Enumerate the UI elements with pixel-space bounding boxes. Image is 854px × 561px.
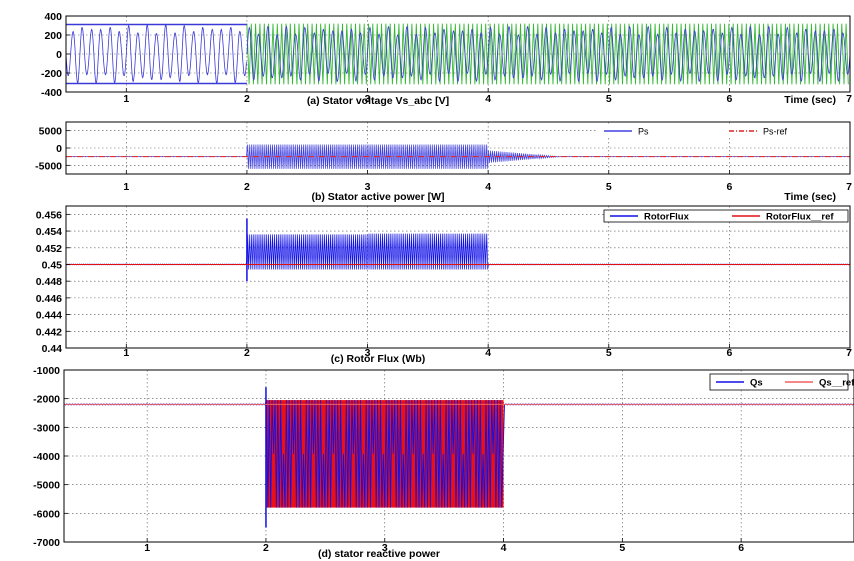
legend-box (603, 209, 849, 223)
y-tick-label: 0.448 (36, 276, 62, 288)
legend-box (598, 124, 848, 138)
series-group (66, 144, 850, 169)
x-tick-label: 3 (365, 347, 371, 359)
y-tick-label: -4000 (33, 451, 60, 463)
legend-box (709, 373, 849, 391)
series-line-green (246, 23, 849, 85)
legend: Qs Qs__ref (709, 373, 854, 391)
panel-d: -1000 -2000 -3000 -4000 -5000 -6000 -7000 1 2 3 4 5… (33, 365, 854, 560)
y-tick-label: 0.454 (36, 226, 62, 238)
plot-frame (65, 205, 851, 349)
panel-b: 5000 0 -5000 1 2 3 4 5 6 7 (b) Stator active power… (35, 121, 852, 203)
y-tick-label: 0.446 (36, 293, 62, 305)
x-tick-label: 6 (726, 93, 732, 105)
x-tick-label: 3 (382, 542, 388, 554)
series-group (66, 218, 850, 282)
x-tick-label: 6 (738, 542, 744, 554)
legend-label: Qs__ref (819, 378, 854, 389)
x-tick-label: 5 (606, 347, 612, 359)
y-tick-label: 200 (44, 30, 62, 42)
x-tick-label: 3 (365, 93, 371, 105)
x-tick-label: 4 (485, 181, 491, 193)
x-tick-label: 4 (485, 347, 491, 359)
x-tick-label: 7 (846, 347, 852, 359)
series-group (64, 387, 854, 528)
x-tick-label: 5 (606, 93, 612, 105)
x-tick-label: 5 (606, 181, 612, 193)
panel-caption: (d) stator reactive power (318, 548, 440, 560)
y-tick-label: 400 (44, 11, 62, 23)
legend-label: Ps-ref (763, 127, 788, 137)
x-axis: 1 2 3 4 5 6 (144, 538, 744, 554)
x-tick-label: 2 (244, 93, 250, 105)
x-tick-label: 3 (365, 181, 371, 193)
x-tick-label: 4 (501, 542, 507, 554)
x-tick-label: 6 (726, 347, 732, 359)
panel-caption: (c) Rotor Flux (Wb) (331, 353, 425, 365)
x-axis-label: Time (sec) (784, 94, 836, 106)
legend: Ps Ps-ref (598, 124, 848, 138)
y-axis: -1000 -2000 -3000 -4000 -5000 -6000 -7000 (33, 365, 68, 549)
x-axis-label: Time (sec) (784, 191, 836, 203)
x-tick-label: 1 (123, 93, 129, 105)
plot-area (66, 206, 850, 348)
y-tick-label: 0 (56, 49, 62, 61)
x-tick-label: 6 (726, 181, 732, 193)
legend: RotorFlux RotorFlux__ref (603, 209, 849, 223)
legend-label: Ps (638, 127, 649, 137)
x-tick-label: 1 (123, 347, 129, 359)
y-tick-label: -3000 (33, 422, 60, 434)
x-tick-label: 1 (123, 181, 129, 193)
y-tick-label: -6000 (33, 508, 60, 520)
series-line-blue (246, 25, 850, 83)
x-tick-label: 5 (619, 542, 625, 554)
y-tick-label: 0 (56, 143, 62, 155)
x-tick-label: 7 (846, 93, 852, 105)
x-tick-label: 2 (244, 181, 250, 193)
y-tick-label: 0.45 (42, 259, 63, 271)
y-tick-label: 0.442 (36, 326, 62, 338)
y-tick-label: -7000 (33, 537, 60, 549)
x-tick-label: 7 (846, 181, 852, 193)
y-tick-label: 5000 (39, 126, 63, 138)
y-axis: 400 200 0 -200 -400 (41, 11, 70, 99)
y-tick-label: 0.444 (36, 310, 62, 322)
x-tick-label: 2 (263, 542, 269, 554)
x-axis: 1 2 3 4 5 6 7 (123, 170, 852, 193)
x-tick-label: 4 (485, 93, 491, 105)
series-group (66, 23, 850, 85)
y-tick-label: -1000 (33, 365, 60, 377)
legend-label: Qs (750, 378, 763, 389)
y-axis: 0.456 0.454 0.452 0.45 0.448 0.446 0.444 0.442 0… (36, 209, 70, 355)
y-tick-label: -200 (41, 68, 62, 80)
y-tick-label: -5000 (35, 160, 62, 172)
x-tick-label: 2 (244, 347, 250, 359)
panel-c: 0.4560.4540.4520.450.4480.4460.4440.4420… (36, 205, 852, 365)
y-tick-label: 0.44 (42, 343, 63, 355)
y-tick-label: 0.452 (36, 243, 62, 255)
x-axis: 1 2 3 4 5 6 7 (123, 88, 852, 105)
y-tick-label: -5000 (33, 480, 60, 492)
panel-caption: (b) Stator active power [W] (311, 191, 444, 203)
panel-a: 400 200 0 -200 -400 1 2 3 4 5 6 7 (a) Stator voltage… (41, 11, 852, 107)
y-axis: 5000 0 -5000 (35, 126, 70, 172)
x-axis: 1 2 3 4 5 6 7 (123, 344, 852, 359)
x-tick-label: 1 (144, 542, 150, 554)
y-tick-label: -400 (41, 87, 62, 99)
panel-caption: (a) Stator voltage Vs_abc [V] (307, 95, 449, 107)
legend-label: RotorFlux__ref (766, 212, 834, 223)
legend-label: RotorFlux (644, 212, 690, 223)
y-tick-label: -2000 (33, 394, 60, 406)
y-tick-label: 0.456 (36, 209, 62, 221)
